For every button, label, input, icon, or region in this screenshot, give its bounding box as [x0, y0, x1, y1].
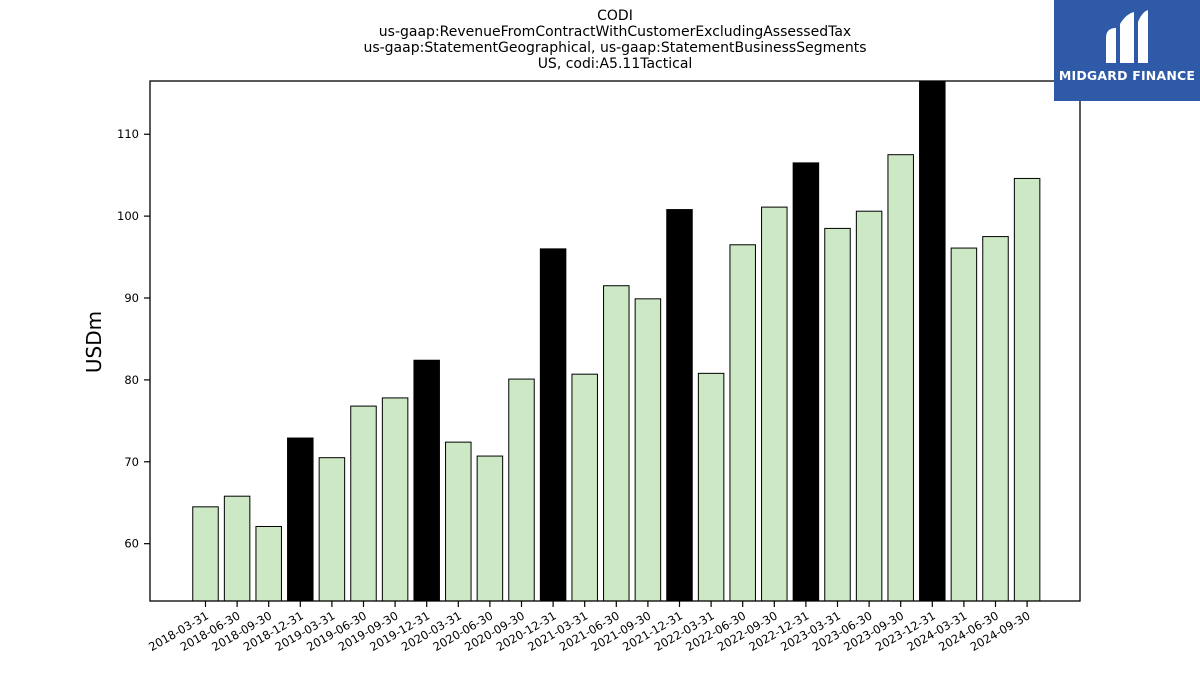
y-tick-label-90: 90: [124, 291, 139, 305]
midgard-logo-mark-icon: [1106, 10, 1148, 63]
bar-2018-12-31: [287, 437, 314, 602]
bar-2024-09-30: [1013, 177, 1041, 602]
y-tick-label-100: 100: [117, 209, 139, 223]
bar-2022-12-31: [792, 162, 820, 602]
plot-frame: [149, 80, 1081, 602]
bar-2023-06-30: [855, 210, 883, 602]
bar-2023-03-31: [824, 227, 851, 602]
midgard-finance-logo: MIDGARD FINANCE: [1054, 0, 1200, 101]
bar-2021-03-31: [571, 373, 598, 602]
y-axis-label: USDm: [82, 311, 106, 373]
bar-2019-12-31: [413, 359, 440, 602]
bar-2020-06-30: [476, 455, 504, 602]
bar-2022-06-30: [729, 244, 756, 602]
bar-2023-09-30: [887, 154, 914, 602]
bar-2024-03-31: [950, 247, 978, 602]
chart-title-line-2: us-gaap:RevenueFromContractWithCustomerE…: [378, 24, 852, 40]
logo-text: MIDGARD FINANCE: [1058, 68, 1196, 83]
bar-2019-06-30: [350, 405, 377, 602]
chart-title-line-4: US, codi:A5.11Tactical: [537, 56, 693, 72]
y-tick-label-110: 110: [117, 127, 139, 141]
bar-2020-12-31: [539, 248, 567, 602]
bar-2019-09-30: [381, 397, 409, 602]
y-tick-label-60: 60: [124, 537, 139, 551]
y-tick-label-70: 70: [124, 455, 139, 469]
bar-2021-12-31: [666, 209, 693, 602]
bar-2023-12-31: [919, 80, 946, 602]
bar-2018-09-30: [255, 525, 282, 602]
bar-2020-09-30: [508, 378, 535, 602]
chart-title-line-1: CODI: [597, 8, 633, 24]
bar-2021-09-30: [634, 298, 662, 602]
bar-2018-06-30: [223, 495, 251, 602]
bar-2022-03-31: [697, 372, 725, 602]
bar-2021-06-30: [603, 285, 630, 602]
bar-2018-03-31: [192, 506, 219, 602]
chart-title-line-3: us-gaap:StatementGeographical, us-gaap:S…: [363, 40, 867, 56]
y-tick-label-80: 80: [124, 373, 139, 387]
bar-2019-03-31: [318, 457, 346, 602]
bar-2020-03-31: [445, 441, 472, 602]
bar-2022-09-30: [761, 206, 788, 602]
bar-2024-06-30: [982, 236, 1009, 602]
